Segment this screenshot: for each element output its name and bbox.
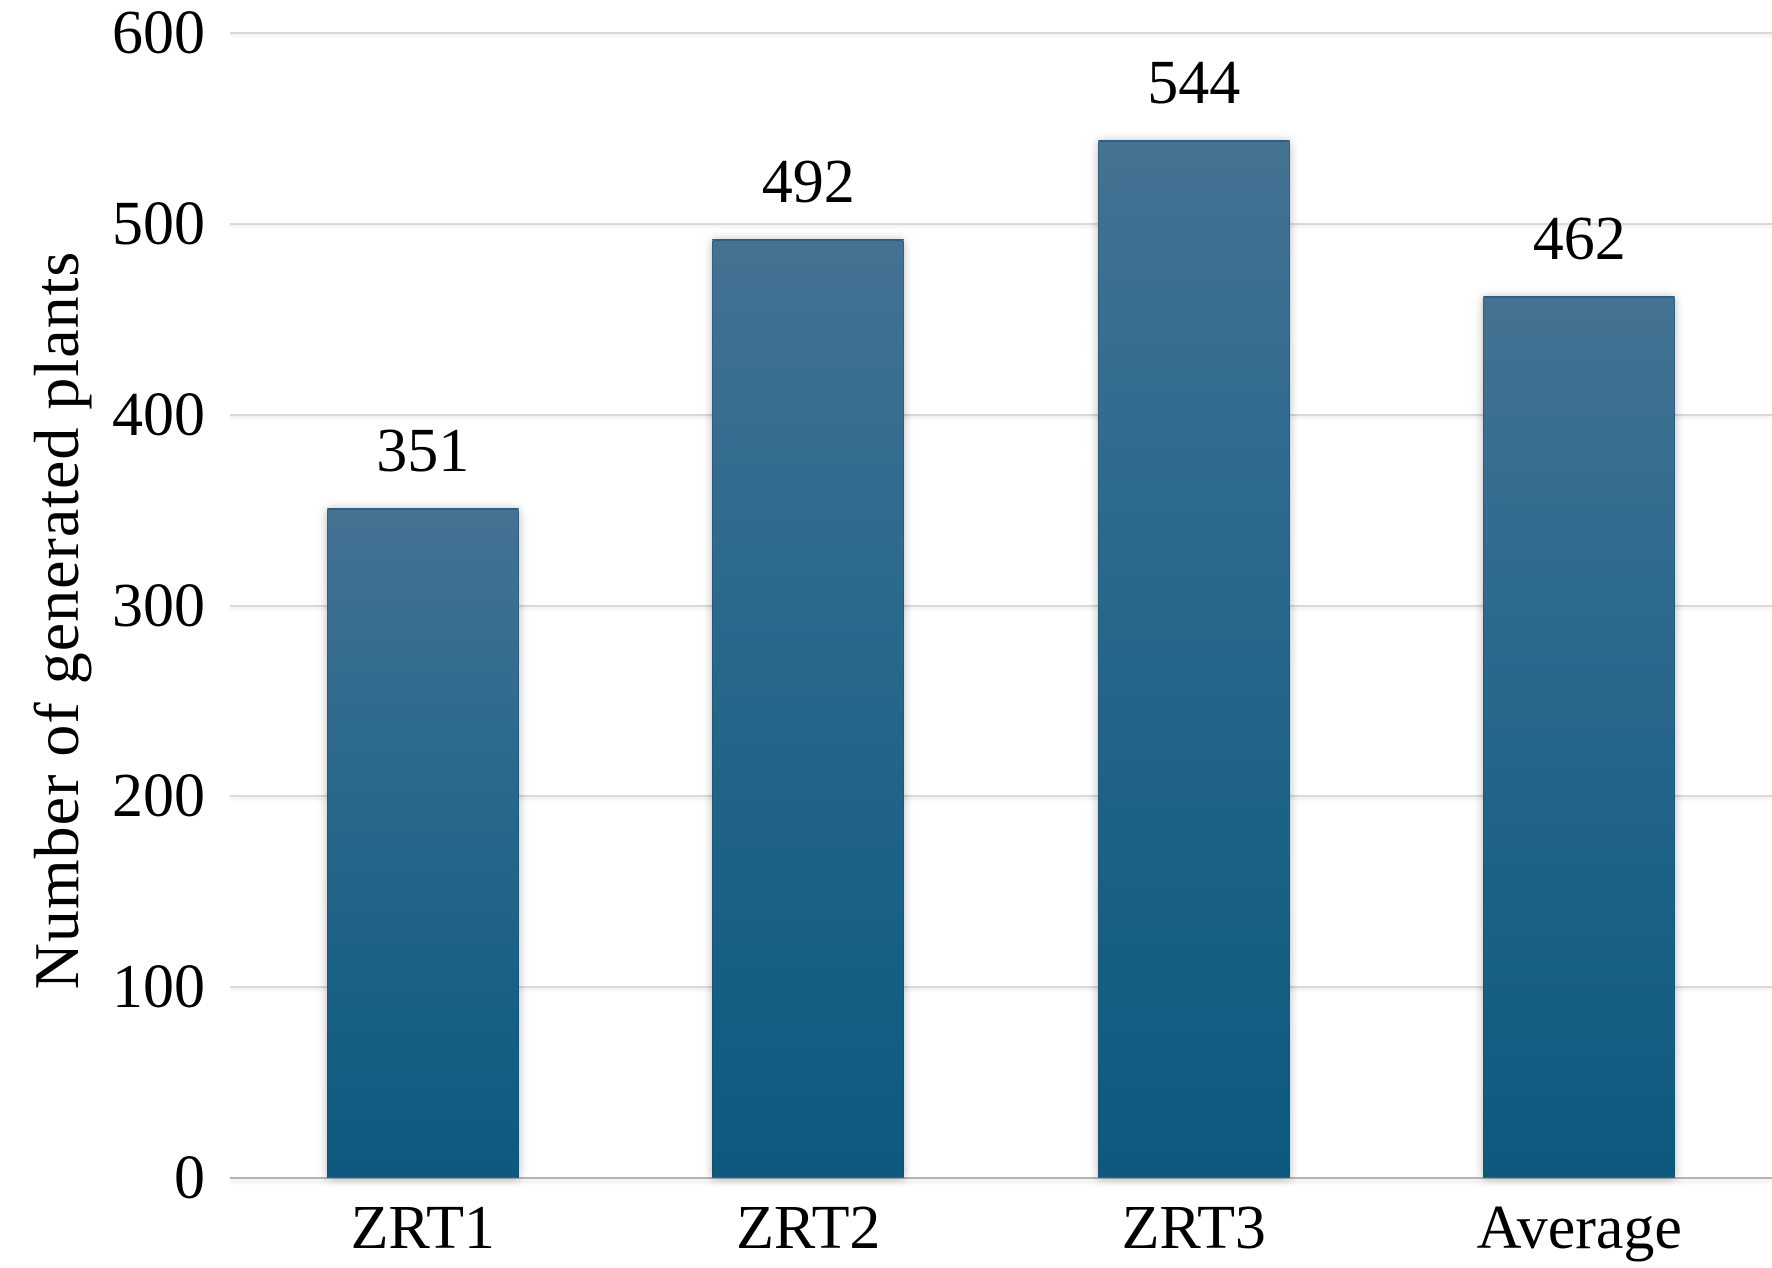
x-axis-baseline (230, 1177, 1772, 1179)
y-tick-label-100: 100 (112, 953, 205, 1022)
category-label-zrt1: ZRT1 (350, 1194, 495, 1262)
gridline-200 (230, 795, 1772, 798)
bar-zrt1 (326, 508, 519, 1178)
bar-average (1483, 296, 1676, 1178)
bar-zrt3 (1097, 139, 1290, 1178)
y-tick-label-200: 200 (112, 762, 205, 831)
gridline-400 (230, 413, 1772, 416)
category-label-average: Average (1476, 1194, 1682, 1262)
category-label-zrt3: ZRT3 (1121, 1194, 1266, 1262)
category-label-zrt2: ZRT2 (736, 1194, 881, 1262)
value-label-zrt2: 492 (761, 148, 855, 217)
y-tick-label-600: 600 (112, 0, 205, 67)
bar-zrt2 (712, 239, 905, 1178)
gridline-500 (230, 222, 1772, 225)
value-label-zrt1: 351 (376, 417, 470, 486)
gridline-600 (230, 32, 1772, 34)
value-label-average: 462 (1532, 205, 1626, 274)
y-tick-label-500: 500 (112, 189, 205, 258)
y-tick-label-0: 0 (174, 1144, 205, 1212)
gridline-300 (230, 604, 1772, 607)
y-tick-label-300: 300 (112, 571, 205, 640)
gridline-100 (230, 986, 1772, 989)
y-tick-label-400: 400 (112, 380, 205, 449)
value-label-zrt3: 544 (1147, 48, 1241, 117)
